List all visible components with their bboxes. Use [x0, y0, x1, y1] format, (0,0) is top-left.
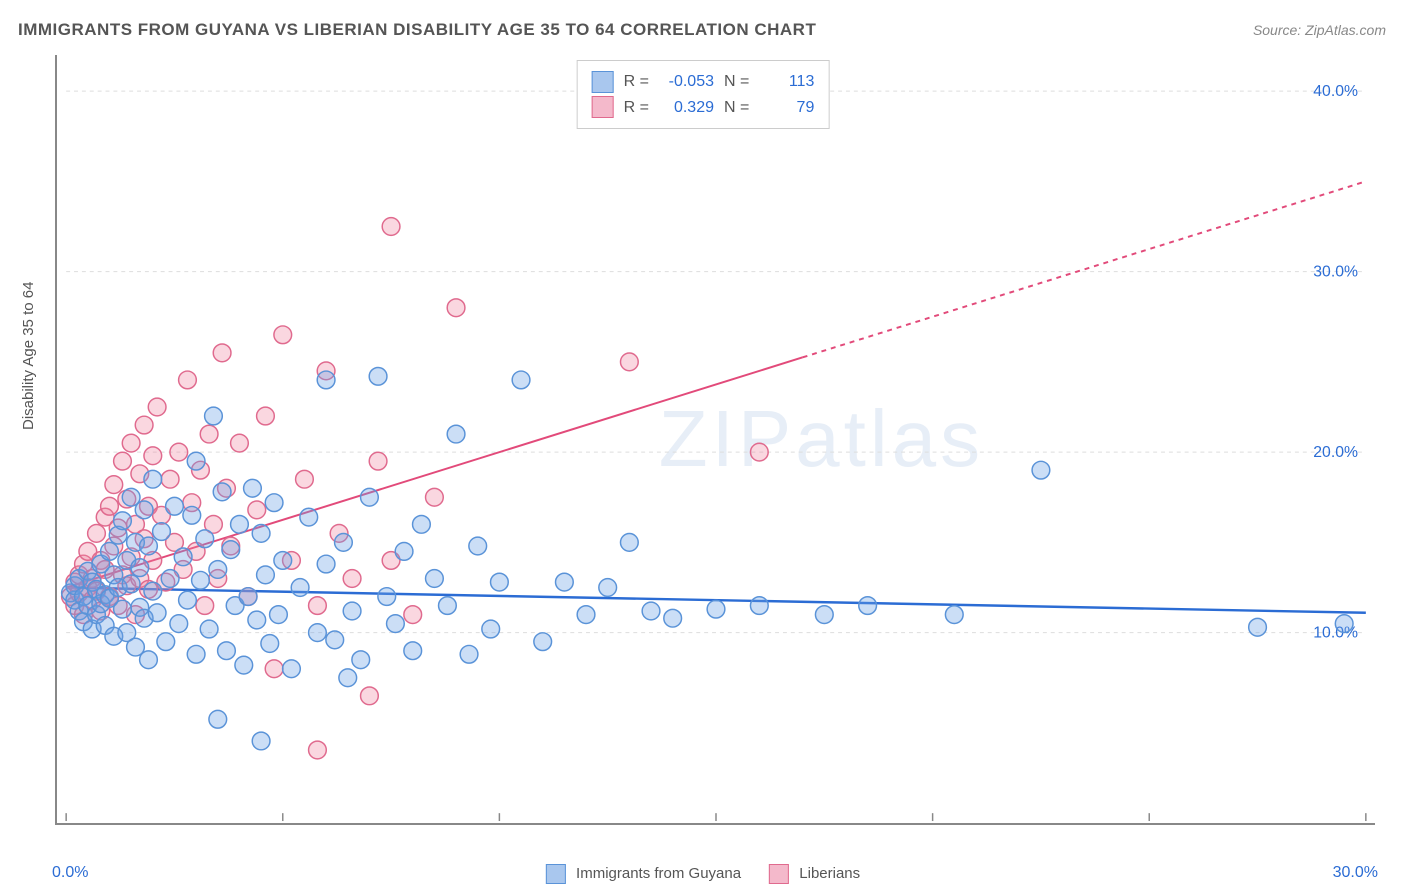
- stats-n-label-2: N =: [724, 95, 749, 121]
- legend-label-series2: Liberians: [799, 865, 860, 882]
- legend-swatch-series2: [769, 864, 789, 884]
- stats-n-value-series2: 79: [759, 95, 814, 121]
- svg-text:40.0%: 40.0%: [1313, 83, 1358, 100]
- stats-legend-box: R = -0.053 N = 113 R = 0.329 N = 79: [577, 60, 830, 129]
- legend-item-series2: Liberians: [769, 864, 860, 884]
- source-attribution: Source: ZipAtlas.com: [1253, 22, 1386, 38]
- stats-n-value-series1: 113: [759, 69, 814, 95]
- plot-area: ZIPatlas 10.0%20.0%30.0%40.0%: [55, 55, 1375, 825]
- svg-text:30.0%: 30.0%: [1313, 264, 1358, 281]
- plot-svg: 10.0%20.0%30.0%40.0%: [57, 55, 1375, 823]
- x-axis-max-label: 30.0%: [1333, 864, 1378, 882]
- stats-r-label: R =: [624, 69, 649, 95]
- stats-n-label: N =: [724, 69, 749, 95]
- legend-label-series1: Immigrants from Guyana: [576, 865, 741, 882]
- legend-swatch-series1: [546, 864, 566, 884]
- bottom-legend: Immigrants from Guyana Liberians: [546, 864, 860, 884]
- stats-row-series2: R = 0.329 N = 79: [592, 95, 815, 121]
- chart-container: IMMIGRANTS FROM GUYANA VS LIBERIAN DISAB…: [0, 0, 1406, 892]
- y-axis-label: Disability Age 35 to 64: [20, 282, 37, 430]
- stats-row-series1: R = -0.053 N = 113: [592, 69, 815, 95]
- svg-text:20.0%: 20.0%: [1313, 444, 1358, 461]
- stats-r-value-series1: -0.053: [659, 69, 714, 95]
- legend-item-series1: Immigrants from Guyana: [546, 864, 741, 884]
- stats-swatch-series1: [592, 71, 614, 93]
- x-axis-min-label: 0.0%: [52, 864, 88, 882]
- chart-title: IMMIGRANTS FROM GUYANA VS LIBERIAN DISAB…: [18, 20, 816, 40]
- stats-r-label-2: R =: [624, 95, 649, 121]
- stats-r-value-series2: 0.329: [659, 95, 714, 121]
- stats-swatch-series2: [592, 96, 614, 118]
